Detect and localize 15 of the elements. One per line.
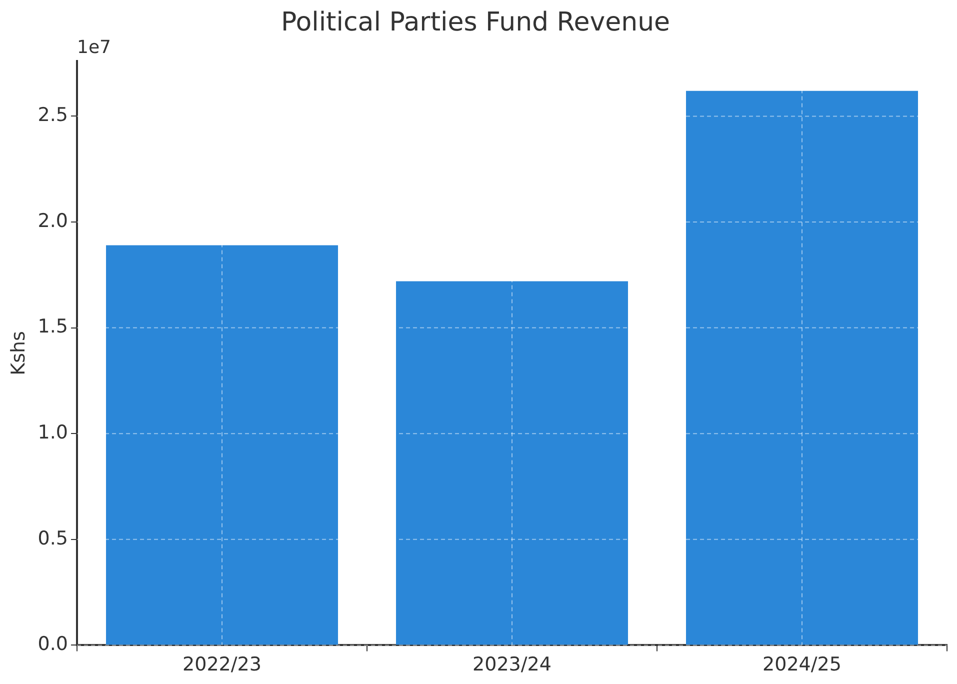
y-axis-title: Kshs [7, 331, 30, 376]
chart-title: Political Parties Fund Revenue [280, 7, 670, 38]
bar [106, 245, 338, 645]
y-tick-label: 0.5 [38, 527, 68, 550]
y-tick-label: 1.5 [38, 316, 68, 338]
text: 1e7 [77, 36, 111, 58]
y-tick-label: 1.0 [38, 422, 68, 444]
x-tick-label: 2022/23 [182, 654, 262, 676]
x-tick-label: 2024/25 [762, 654, 842, 676]
x-tick-label: 2023/24 [472, 654, 552, 676]
bar [686, 90, 918, 645]
y-tick-label: 0.0 [38, 633, 68, 656]
bar [396, 281, 628, 645]
y-tick-label: 2.0 [38, 210, 68, 232]
y-tick-label: 2.5 [38, 104, 68, 126]
